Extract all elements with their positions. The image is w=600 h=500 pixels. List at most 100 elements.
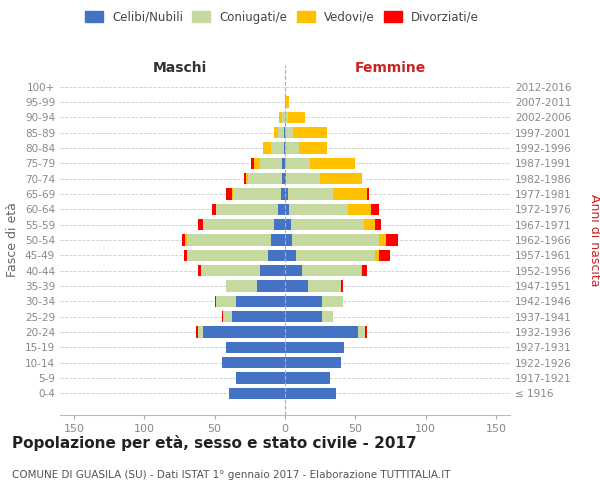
Bar xyxy=(226,342,285,353)
Bar xyxy=(263,142,271,154)
Bar xyxy=(348,204,371,215)
Bar xyxy=(322,296,343,307)
Bar xyxy=(290,219,364,230)
Bar xyxy=(248,173,282,184)
Bar xyxy=(203,326,285,338)
Y-axis label: Fasce di età: Fasce di età xyxy=(7,202,19,278)
Bar xyxy=(293,127,327,138)
Bar xyxy=(322,311,333,322)
Bar xyxy=(288,188,333,200)
Bar xyxy=(285,280,308,292)
Bar xyxy=(280,112,282,123)
Bar xyxy=(257,280,285,292)
Bar xyxy=(232,188,233,200)
Bar xyxy=(233,188,281,200)
Bar xyxy=(212,204,216,215)
Bar xyxy=(371,204,379,215)
Bar xyxy=(358,326,365,338)
Bar xyxy=(285,173,286,184)
Bar xyxy=(274,219,285,230)
Bar xyxy=(285,326,358,338)
Bar xyxy=(182,234,185,246)
Bar xyxy=(299,142,327,154)
Bar xyxy=(285,372,330,384)
Bar xyxy=(184,250,187,261)
Bar xyxy=(320,173,362,184)
Bar xyxy=(365,326,367,338)
Bar xyxy=(229,388,285,399)
Bar xyxy=(232,311,285,322)
Bar xyxy=(285,250,296,261)
Bar xyxy=(375,250,379,261)
Bar xyxy=(302,265,361,276)
Bar xyxy=(223,311,232,322)
Bar xyxy=(236,296,285,307)
Bar xyxy=(282,112,285,123)
Bar xyxy=(308,280,341,292)
Bar xyxy=(296,250,375,261)
Bar xyxy=(386,234,398,246)
Bar xyxy=(271,142,284,154)
Bar xyxy=(285,342,344,353)
Bar xyxy=(285,388,335,399)
Bar xyxy=(282,158,285,169)
Bar xyxy=(187,234,271,246)
Bar xyxy=(254,158,260,169)
Bar xyxy=(361,265,362,276)
Bar xyxy=(203,219,274,230)
Bar xyxy=(285,112,288,123)
Bar xyxy=(226,188,232,200)
Text: Popolazione per età, sesso e stato civile - 2017: Popolazione per età, sesso e stato civil… xyxy=(12,435,416,451)
Bar xyxy=(285,219,290,230)
Bar xyxy=(285,234,292,246)
Legend: Celibi/Nubili, Coniugati/e, Vedovi/e, Divorziati/e: Celibi/Nubili, Coniugati/e, Vedovi/e, Di… xyxy=(80,6,484,28)
Bar xyxy=(198,219,203,230)
Bar xyxy=(278,204,285,215)
Bar xyxy=(251,158,254,169)
Bar xyxy=(222,357,285,368)
Bar xyxy=(198,265,200,276)
Bar xyxy=(244,173,245,184)
Bar xyxy=(285,265,302,276)
Bar xyxy=(285,158,310,169)
Bar xyxy=(362,265,367,276)
Text: Maschi: Maschi xyxy=(152,62,206,76)
Bar xyxy=(333,188,367,200)
Bar xyxy=(285,311,322,322)
Bar xyxy=(379,234,386,246)
Bar xyxy=(185,234,187,246)
Bar xyxy=(285,127,293,138)
Bar xyxy=(286,173,320,184)
Bar xyxy=(289,204,348,215)
Text: Femmine: Femmine xyxy=(355,62,426,76)
Bar xyxy=(285,142,299,154)
Bar xyxy=(310,158,355,169)
Bar xyxy=(375,219,380,230)
Bar xyxy=(215,296,216,307)
Bar xyxy=(226,280,257,292)
Bar xyxy=(198,326,203,338)
Text: COMUNE DI GUASILA (SU) - Dati ISTAT 1° gennaio 2017 - Elaborazione TUTTITALIA.IT: COMUNE DI GUASILA (SU) - Dati ISTAT 1° g… xyxy=(12,470,451,480)
Bar xyxy=(274,127,278,138)
Bar xyxy=(268,250,285,261)
Bar xyxy=(367,188,370,200)
Bar xyxy=(285,357,341,368)
Bar xyxy=(284,127,285,138)
Bar xyxy=(271,234,285,246)
Bar xyxy=(236,372,285,384)
Bar xyxy=(222,311,223,322)
Bar xyxy=(187,250,268,261)
Bar xyxy=(364,219,375,230)
Bar xyxy=(379,250,391,261)
Bar xyxy=(245,173,248,184)
Bar xyxy=(284,142,285,154)
Bar xyxy=(278,127,284,138)
Bar xyxy=(341,280,343,292)
Bar xyxy=(196,326,198,338)
Bar xyxy=(216,296,236,307)
Bar xyxy=(260,158,282,169)
Bar xyxy=(285,296,322,307)
Bar xyxy=(282,173,285,184)
Bar xyxy=(200,265,260,276)
Bar xyxy=(288,112,305,123)
